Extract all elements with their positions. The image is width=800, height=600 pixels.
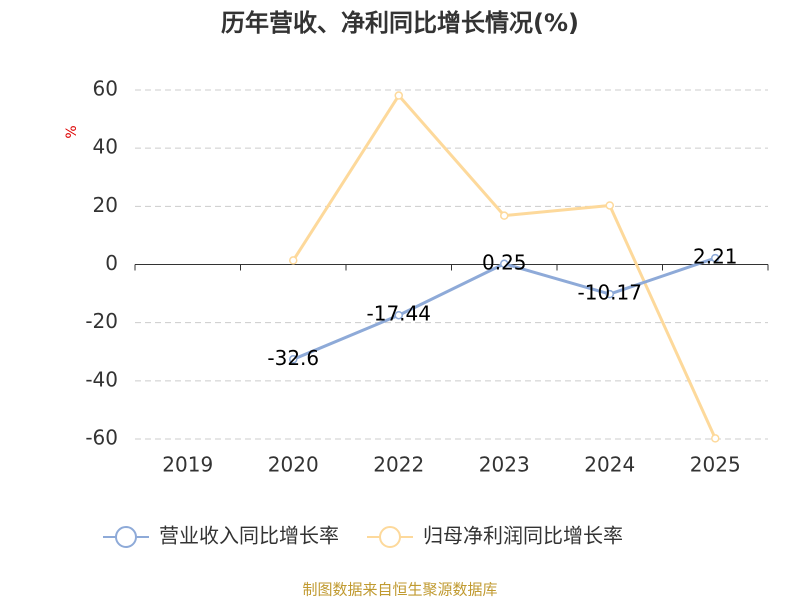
legend-label: 营业收入同比增长率 (159, 524, 339, 548)
legend-label: 归母净利润同比增长率 (423, 524, 623, 548)
data-point (711, 253, 720, 263)
y-tick-label: -60 (85, 426, 118, 450)
x-tick-label: 2023 (479, 453, 530, 477)
legend-marker (115, 526, 137, 548)
data-point (605, 201, 614, 210)
source-note: 制图数据来自恒生聚源数据库 (302, 581, 497, 599)
data-point (289, 256, 298, 265)
data-label: -10.17 (578, 281, 642, 305)
y-tick-label: -20 (85, 309, 118, 333)
y-tick-label: 60 (93, 77, 118, 101)
data-point (500, 259, 509, 269)
y-axis-label: % (64, 125, 80, 138)
data-point (605, 289, 614, 299)
x-tick-label: 2019 (162, 453, 213, 477)
y-tick-label: -40 (85, 367, 118, 391)
data-point (500, 211, 509, 220)
data-point (394, 91, 403, 100)
data-label: 0.25 (482, 250, 527, 274)
y-tick-label: 0 (105, 251, 118, 275)
x-tick-label: 2025 (690, 453, 741, 477)
x-tick-label: 2022 (373, 453, 424, 477)
y-tick-label: 40 (93, 135, 118, 159)
y-tick-label: 20 (93, 193, 118, 217)
legend-marker (379, 526, 401, 548)
data-label: 2.21 (693, 245, 738, 269)
data-point (394, 310, 403, 320)
x-tick-label: 2020 (268, 453, 319, 477)
data-label: -17.44 (367, 302, 431, 326)
x-tick-label: 2024 (584, 453, 635, 477)
data-point (289, 355, 298, 364)
data-label: -32.6 (267, 346, 319, 370)
chart-title: 历年营收、净利同比增长情况(%) (221, 9, 579, 37)
data-point (711, 434, 720, 443)
